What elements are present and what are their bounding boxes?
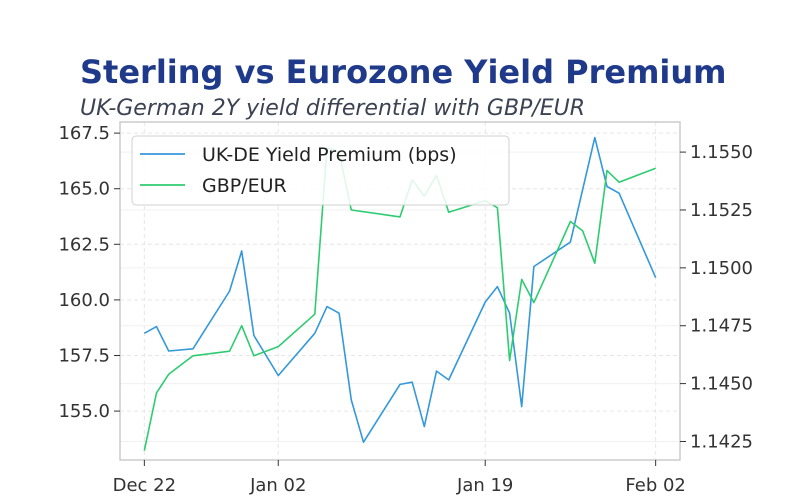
plot-frame bbox=[119, 121, 681, 461]
y2-tick-label: 1.1525 bbox=[690, 200, 753, 221]
y-tick-label: 162.5 bbox=[58, 234, 110, 255]
x-tick-label: Jan 19 bbox=[456, 475, 513, 496]
legend-label: UK-DE Yield Premium (bps) bbox=[202, 144, 457, 166]
legend-label: GBP/EUR bbox=[202, 175, 287, 197]
y2-tick-label: 1.1450 bbox=[690, 374, 753, 395]
y-axis-left: 155.0 157.5 160.0 162.5 165.0 167.5 bbox=[58, 123, 120, 422]
chart-subtitle: UK-German 2Y yield differential with GBP… bbox=[80, 96, 586, 121]
x-tick-label: Feb 02 bbox=[625, 475, 686, 496]
x-tick-label: Jan 02 bbox=[249, 475, 306, 496]
x-tick-label: Dec 22 bbox=[113, 475, 176, 496]
y-tick-label: 160.0 bbox=[58, 290, 110, 311]
x-axis: Dec 22 Jan 02 Jan 19 Feb 02 bbox=[113, 460, 686, 496]
y2-tick-label: 1.1500 bbox=[690, 258, 753, 279]
y2-tick-label: 1.1550 bbox=[690, 142, 753, 163]
chart-title: Sterling vs Eurozone Yield Premium bbox=[80, 53, 727, 91]
y2-tick-label: 1.1425 bbox=[690, 431, 753, 452]
legend: UK-DE Yield Premium (bps) GBP/EUR bbox=[131, 135, 510, 206]
y-tick-label: 167.5 bbox=[58, 123, 110, 144]
y-tick-label: 157.5 bbox=[58, 345, 110, 366]
series-line-yield-premium bbox=[143, 136, 657, 444]
legend-box bbox=[131, 135, 510, 206]
y-axis-right: 1.1425 1.1450 1.1475 1.1500 1.1525 1.1550 bbox=[680, 142, 753, 452]
y-tick-label: 165.0 bbox=[58, 179, 110, 200]
y-tick-label: 155.0 bbox=[58, 401, 110, 422]
y2-tick-label: 1.1475 bbox=[690, 316, 753, 337]
